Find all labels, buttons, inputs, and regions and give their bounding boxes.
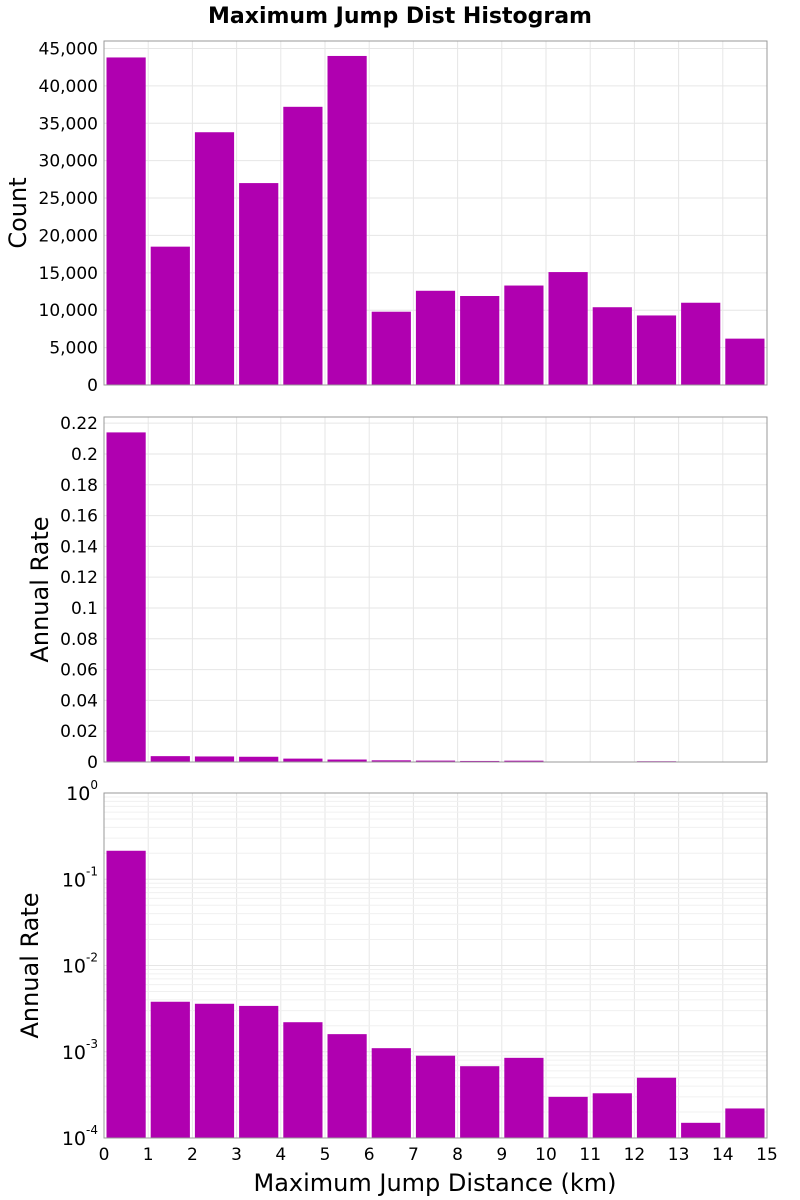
y-axis-title: Count	[4, 177, 32, 248]
y-axis-title: Annual Rate	[26, 516, 54, 662]
y-tick-label: 0.22	[60, 414, 98, 434]
bar	[504, 760, 544, 762]
y-tick-label: 25,000	[39, 189, 98, 209]
x-axis-title: Maximum Jump Distance (km)	[254, 1169, 617, 1197]
y-tick-label: 15,000	[39, 264, 98, 284]
bar	[371, 1048, 411, 1138]
panel-1: 0 5,000 10,000 15,000 20,000 25,000 30,000 35,0…	[4, 39, 768, 396]
bar	[460, 1066, 500, 1138]
x-tick-label: 6	[364, 1145, 375, 1165]
bar	[636, 315, 677, 385]
x-tick-label: 0	[99, 1145, 110, 1165]
bar	[415, 1055, 456, 1138]
y-tick-label: 10,000	[39, 301, 98, 321]
y-tick-label: 0.12	[60, 568, 98, 588]
y-tick-label: 40,000	[39, 77, 98, 97]
bar	[548, 1096, 588, 1138]
bar	[327, 55, 367, 386]
bar	[327, 1034, 367, 1138]
bar	[239, 756, 279, 762]
y-tick-label: 30,000	[39, 152, 98, 172]
y-tick-label: 0	[87, 376, 98, 396]
y-tick-label: 0.18	[60, 476, 98, 496]
y-tick-label: 0.2	[71, 445, 98, 465]
chart-title: Maximum Jump Dist Histogram	[208, 4, 592, 29]
x-tick-label: 9	[496, 1145, 507, 1165]
bar	[592, 307, 632, 385]
bar	[548, 272, 588, 385]
bar	[194, 1003, 235, 1138]
bar	[371, 311, 411, 385]
bar	[106, 432, 146, 762]
bar	[681, 1122, 721, 1138]
bar	[592, 1093, 632, 1138]
bar	[415, 290, 456, 385]
bar	[150, 246, 190, 385]
bar	[283, 1022, 323, 1138]
y-tick-label: 10-2	[62, 951, 98, 978]
bar	[460, 296, 500, 385]
panel-2: 0 0.02 0.04 0.06 0.08 0.1 0.12 0.14 0.16 0.18 0.2 0…	[26, 414, 768, 773]
bar	[283, 758, 323, 762]
y-tick-label: 35,000	[39, 114, 98, 134]
x-tick-label: 5	[320, 1145, 331, 1165]
y-tick-label: 0.16	[60, 507, 98, 527]
y-tick-label: 0.06	[60, 661, 98, 681]
x-tick-label: 15	[756, 1145, 778, 1165]
bar	[371, 760, 411, 762]
bar	[681, 302, 721, 385]
y-tick-label: 10-4	[62, 1123, 98, 1150]
x-tick-label: 1	[143, 1145, 154, 1165]
y-tick-label: 100	[66, 778, 98, 805]
y-tick-label: 0.1	[71, 599, 98, 619]
bar	[504, 1057, 544, 1138]
x-tick-label: 8	[452, 1145, 463, 1165]
bar	[150, 1001, 190, 1138]
x-tick-label: 14	[712, 1145, 734, 1165]
bar	[504, 285, 544, 385]
x-tick-label: 4	[275, 1145, 286, 1165]
bar	[415, 760, 456, 762]
x-tick-label: 7	[408, 1145, 419, 1165]
x-tick-label: 2	[187, 1145, 198, 1165]
bar	[106, 57, 146, 385]
y-tick-label: 0	[87, 753, 98, 773]
plot-frame	[103, 40, 768, 386]
x-tick-label: 10	[535, 1145, 557, 1165]
bar	[194, 132, 235, 385]
x-tick-label: 11	[579, 1145, 601, 1165]
y-tick-label: 5,000	[49, 339, 98, 359]
bar	[327, 759, 367, 762]
y-tick-label: 10-1	[62, 864, 98, 891]
bar	[150, 756, 190, 762]
panel-3: 100 10-1 10-2 10-3 10-4 Annual Rate	[16, 778, 768, 1150]
bar	[194, 756, 235, 762]
y-tick-label: 20,000	[39, 226, 98, 246]
x-tick-label: 12	[624, 1145, 646, 1165]
bar	[636, 1077, 677, 1138]
bar	[106, 850, 146, 1138]
bar	[239, 1005, 279, 1138]
bar	[460, 760, 500, 762]
y-tick-label: 45,000	[39, 39, 98, 59]
x-tick-label: 13	[668, 1145, 690, 1165]
plot-frame	[103, 416, 768, 763]
y-tick-label: 0.04	[60, 691, 98, 711]
y-tick-label: 10-3	[62, 1037, 98, 1064]
bar	[283, 106, 323, 386]
y-axis-title: Annual Rate	[16, 892, 44, 1038]
y-tick-label: 0.08	[60, 630, 98, 650]
x-tick-label: 3	[231, 1145, 242, 1165]
y-tick-label: 0.14	[60, 537, 98, 557]
bar	[725, 1108, 765, 1138]
bar	[725, 338, 765, 385]
plot-frame	[103, 792, 768, 1139]
bar	[239, 183, 279, 385]
y-tick-label: 0.02	[60, 722, 98, 742]
